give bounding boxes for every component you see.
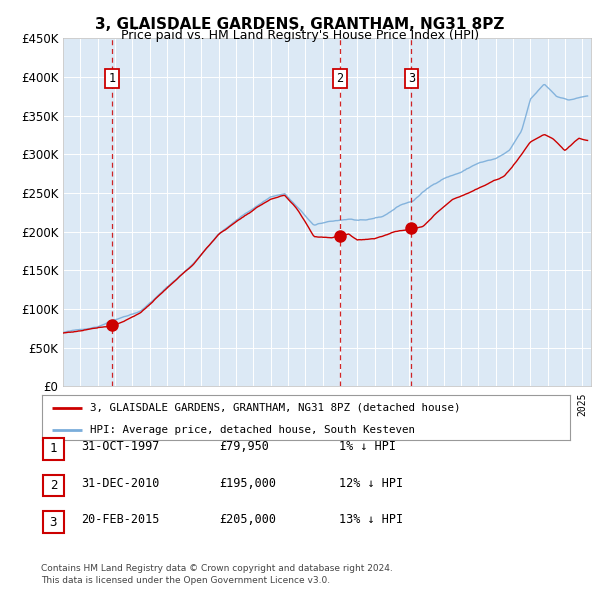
- Text: 31-DEC-2010: 31-DEC-2010: [81, 477, 160, 490]
- Text: 3, GLAISDALE GARDENS, GRANTHAM, NG31 8PZ (detached house): 3, GLAISDALE GARDENS, GRANTHAM, NG31 8PZ…: [89, 403, 460, 412]
- Text: 20-FEB-2015: 20-FEB-2015: [81, 513, 160, 526]
- Text: 13% ↓ HPI: 13% ↓ HPI: [339, 513, 403, 526]
- Text: 1% ↓ HPI: 1% ↓ HPI: [339, 440, 396, 453]
- FancyBboxPatch shape: [43, 511, 64, 533]
- FancyBboxPatch shape: [43, 474, 64, 496]
- Text: 2: 2: [336, 72, 343, 85]
- Text: 2: 2: [50, 479, 57, 492]
- Text: 3, GLAISDALE GARDENS, GRANTHAM, NG31 8PZ: 3, GLAISDALE GARDENS, GRANTHAM, NG31 8PZ: [95, 17, 505, 31]
- Text: £205,000: £205,000: [219, 513, 276, 526]
- Text: £79,950: £79,950: [219, 440, 269, 453]
- Text: £195,000: £195,000: [219, 477, 276, 490]
- Text: HPI: Average price, detached house, South Kesteven: HPI: Average price, detached house, Sout…: [89, 425, 415, 435]
- FancyBboxPatch shape: [43, 438, 64, 460]
- Text: 12% ↓ HPI: 12% ↓ HPI: [339, 477, 403, 490]
- Text: Contains HM Land Registry data © Crown copyright and database right 2024.
This d: Contains HM Land Registry data © Crown c…: [41, 564, 392, 585]
- Text: 3: 3: [408, 72, 415, 85]
- Text: 1: 1: [50, 442, 57, 455]
- Text: 3: 3: [50, 516, 57, 529]
- Text: 31-OCT-1997: 31-OCT-1997: [81, 440, 160, 453]
- Text: 1: 1: [109, 72, 116, 85]
- Text: Price paid vs. HM Land Registry's House Price Index (HPI): Price paid vs. HM Land Registry's House …: [121, 29, 479, 42]
